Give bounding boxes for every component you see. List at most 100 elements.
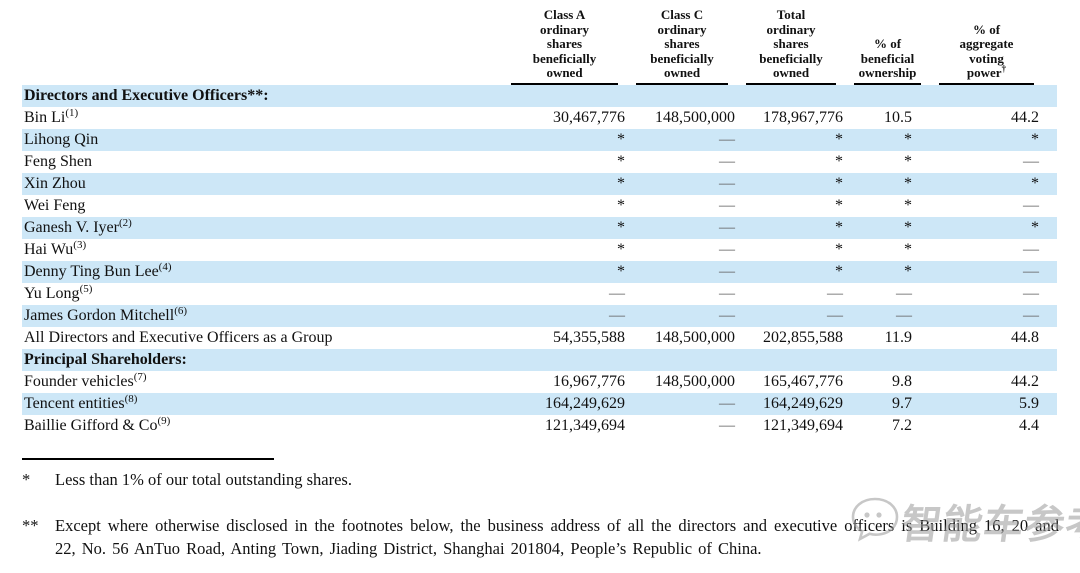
row-label: Ganesh V. Iyer: [24, 218, 119, 236]
table-row: James Gordon Mitchell(6) — — — — —: [22, 304, 1057, 327]
cell-total-shares: *: [835, 218, 843, 236]
cell-pct-voting: [930, 85, 1057, 107]
cell-pct-ownership: [845, 85, 930, 107]
header-label: Class C ordinary shares beneficially own…: [650, 7, 714, 80]
row-label-cell: Bin Li(1): [22, 107, 502, 129]
cell-pct-ownership: —: [896, 306, 912, 324]
cell-class-c-shares: —: [719, 262, 735, 280]
row-label-cell: Wei Feng: [22, 195, 502, 217]
footnote-ref: (7): [133, 370, 147, 383]
footnote-star: * Less than 1% of our total outstanding …: [22, 468, 1059, 491]
table-row: Yu Long(5) — — — — —: [22, 283, 1057, 305]
shareholding-table: Class A ordinary shares beneficially own…: [22, 7, 1057, 437]
footnote-ref: (3): [73, 238, 87, 251]
cell-total-shares: *: [835, 196, 843, 214]
cell-pct-voting: 44.2: [1011, 372, 1039, 390]
row-label: All Directors and Executive Officers as …: [24, 328, 333, 346]
header-label: Class A ordinary shares beneficially own…: [532, 7, 597, 80]
cell-class-a-shares: —: [609, 284, 625, 302]
cell-pct-voting: —: [1023, 240, 1039, 258]
row-label-cell: All Directors and Executive Officers as …: [22, 327, 502, 349]
table-row: Lihong Qin * — * * *: [22, 128, 1057, 151]
row-label-cell: Ganesh V. Iyer(2): [22, 217, 502, 239]
cell-class-c-shares: —: [719, 284, 735, 302]
cell-pct-ownership: *: [904, 130, 912, 148]
cell-pct-voting: 44.2: [1011, 108, 1039, 126]
row-label: Lihong Qin: [24, 130, 99, 148]
cell-pct-ownership: 7.2: [892, 416, 912, 434]
header-pct-beneficial-ownership: % of beneficial ownership: [845, 8, 930, 85]
cell-pct-ownership: —: [896, 284, 912, 302]
cell-class-c-shares: —: [719, 240, 735, 258]
row-label: Directors and Executive Officers**:: [24, 86, 269, 104]
cell-class-c-shares: —: [719, 174, 735, 192]
cell-class-a-shares: *: [617, 152, 625, 170]
row-label-cell: Baillie Gifford & Co(9): [22, 415, 502, 437]
footnote-divider: [22, 458, 274, 460]
cell-class-c-shares: —: [719, 306, 735, 324]
cell-pct-voting: 4.4: [1019, 416, 1039, 434]
cell-class-a-shares: —: [609, 306, 625, 324]
cell-class-c-shares: —: [719, 152, 735, 170]
row-label-cell: Yu Long(5): [22, 283, 502, 305]
cell-total-shares: [737, 85, 845, 107]
row-label: Founder vehicles: [24, 372, 134, 390]
cell-pct-voting: *: [1031, 130, 1039, 148]
row-label-cell: Principal Shareholders:: [22, 349, 502, 371]
cell-total-shares: 121,349,694: [763, 416, 843, 434]
cell-class-c-shares: 148,500,000: [655, 108, 735, 126]
cell-total-shares: *: [835, 174, 843, 192]
table-row: Baillie Gifford & Co(9) 121,349,694 — 12…: [22, 415, 1057, 437]
row-label-cell: Directors and Executive Officers**:: [22, 85, 502, 107]
header-total-shares: Total ordinary shares beneficially owned: [737, 7, 845, 85]
cell-pct-ownership: *: [904, 196, 912, 214]
cell-class-a-shares: *: [617, 262, 625, 280]
footnote-ref: (4): [158, 260, 172, 273]
cell-class-c-shares: —: [719, 196, 735, 214]
cell-class-a-shares: 54,355,588: [553, 328, 625, 346]
row-label: James Gordon Mitchell: [24, 306, 175, 324]
cell-pct-voting: 5.9: [1019, 394, 1039, 412]
row-label: Denny Ting Bun Lee: [24, 262, 159, 280]
table-row: Feng Shen * — * * —: [22, 151, 1057, 173]
cell-total-shares: 164,249,629: [763, 394, 843, 412]
cell-total-shares: *: [835, 240, 843, 258]
header-pct-aggregate-voting-power: % of aggregate voting power†: [930, 8, 1057, 85]
footnote-marker: **: [22, 516, 39, 535]
cell-class-c-shares: —: [719, 130, 735, 148]
footnote-text: Less than 1% of our total outstanding sh…: [55, 470, 352, 489]
table-row: Principal Shareholders:: [22, 348, 1057, 371]
cell-pct-ownership: *: [904, 218, 912, 236]
footnote-ref: (6): [174, 304, 188, 317]
cell-class-c-shares: 148,500,000: [655, 328, 735, 346]
cell-class-a-shares: 121,349,694: [545, 416, 625, 434]
cell-pct-voting: —: [1023, 262, 1039, 280]
cell-pct-voting: 44.8: [1011, 328, 1039, 346]
cell-class-c-shares: 148,500,000: [655, 372, 735, 390]
cell-total-shares: *: [835, 130, 843, 148]
cell-class-a-shares: 30,467,776: [553, 108, 625, 126]
cell-pct-ownership: 9.8: [892, 372, 912, 390]
row-label: Hai Wu: [24, 240, 74, 258]
footnote-ref: (8): [124, 392, 138, 405]
cell-class-a-shares: *: [617, 130, 625, 148]
row-label-cell: Hai Wu(3): [22, 239, 502, 261]
row-label: Wei Feng: [24, 196, 86, 214]
cell-pct-voting: *: [1031, 218, 1039, 236]
header-label: % of aggregate voting power: [959, 21, 1014, 80]
cell-pct-ownership: *: [904, 152, 912, 170]
cell-class-a-shares: *: [617, 196, 625, 214]
row-label: Bin Li: [24, 108, 66, 126]
row-label-cell: Denny Ting Bun Lee(4): [22, 261, 502, 283]
cell-pct-ownership: *: [904, 240, 912, 258]
cell-class-c-shares: [627, 349, 737, 371]
cell-pct-ownership: *: [904, 262, 912, 280]
cell-total-shares: 165,467,776: [763, 372, 843, 390]
cell-pct-ownership: 9.7: [892, 394, 912, 412]
row-label-cell: Feng Shen: [22, 151, 502, 173]
footnote-marker: *: [22, 470, 31, 489]
row-label: Tencent entities: [24, 394, 125, 412]
cell-pct-voting: [930, 349, 1057, 371]
cell-class-a-shares: *: [617, 174, 625, 192]
